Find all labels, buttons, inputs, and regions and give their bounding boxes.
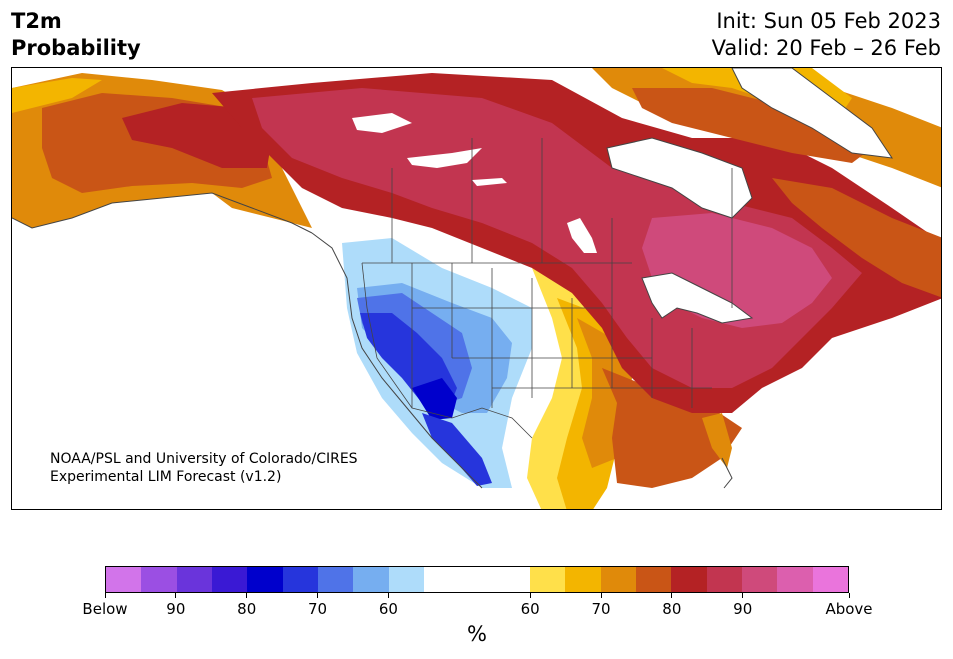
region-baja-blue (422, 413, 492, 486)
colorbar-below-segment (141, 567, 177, 592)
region-west-deepest-blue (412, 378, 457, 420)
probability-colorbar (105, 566, 849, 593)
colorbar-above-segment (777, 567, 813, 592)
colorbar-below-segment (211, 567, 248, 592)
colorbar-above-segment (706, 567, 742, 592)
colorbar-above-segment (529, 567, 566, 592)
colorbar-above-segment (812, 567, 848, 592)
colorbar-tick-mark (671, 593, 673, 598)
colorbar-below-segment (106, 567, 142, 592)
colorbar-tick-label: 70 (591, 600, 611, 618)
credit-line-institution: NOAA/PSL and University of Colorado/CIRE… (50, 451, 358, 467)
colorbar-below-segment (176, 567, 212, 592)
colorbar-tick-mark (742, 593, 744, 598)
colorbar-tick-label: 80 (662, 600, 682, 618)
map-credit: NOAA/PSL and University of Colorado/CIRE… (50, 450, 358, 486)
region-labrador-burnt (772, 178, 941, 298)
region-arctic-burnt (632, 88, 872, 163)
colorbar-tick-label: 90 (733, 600, 753, 618)
colorbar-tick-label: Below (82, 600, 128, 618)
map-panel: NOAA/PSL and University of Colorado/CIRE… (11, 67, 942, 510)
colorbar-tick-mark (104, 593, 106, 598)
probability-map (12, 68, 941, 509)
colorbar-above-segment (635, 567, 672, 592)
colorbar-tick-label: Above (825, 600, 873, 618)
init-date: Init: Sun 05 Feb 2023 (716, 9, 941, 33)
title-line-variable: T2m (11, 9, 62, 33)
colorbar-above-segment (600, 567, 636, 592)
great-bear-lake (352, 113, 412, 133)
colorbar-tick-label: 90 (166, 600, 186, 618)
colorbar-tick-label: 80 (237, 600, 257, 618)
great-slave-lake (407, 148, 482, 168)
title-line-type: Probability (11, 36, 141, 60)
forecast-dates: Init: Sun 05 Feb 2023 Valid: 20 Feb – 26… (712, 8, 941, 62)
colorbar-below-segment (282, 567, 318, 592)
colorbar-below-segment (353, 567, 389, 592)
colorbar-below-segment (247, 567, 283, 592)
colorbar-tick-mark (387, 593, 389, 598)
colorbar-tick-mark (175, 593, 177, 598)
colorbar-tick-label: 60 (378, 600, 398, 618)
lake-athabasca (472, 178, 507, 186)
baffin-white (731, 68, 894, 159)
colorbar-below-segment (317, 567, 354, 592)
colorbar-tick-mark (317, 593, 319, 598)
political-borders (361, 138, 733, 439)
colorbar-tick-label: 60 (520, 600, 540, 618)
lake-winnipeg (567, 218, 597, 253)
colorbar-below-segment (388, 567, 424, 592)
colorbar-unit: % (467, 622, 487, 646)
great-lakes (641, 272, 754, 324)
colorbar-tick-mark (848, 593, 850, 598)
colorbar-neutral-segment (423, 567, 530, 592)
colorbar-tick-mark (600, 593, 602, 598)
coastlines (12, 192, 733, 489)
colorbar-above-segment (671, 567, 707, 592)
colorbar-tick-mark (529, 593, 531, 598)
credit-line-model: Experimental LIM Forecast (v1.2) (50, 469, 282, 485)
colorbar-above-segment (741, 567, 778, 592)
region-alaska-yellow-west (12, 78, 102, 113)
colorbar-above-segment (565, 567, 601, 592)
valid-date: Valid: 20 Feb – 26 Feb (711, 36, 941, 60)
colorbar-tick-label: 70 (308, 600, 328, 618)
colorbar-tick-mark (246, 593, 248, 598)
region-florida-orange (702, 413, 732, 468)
map-title: T2m Probability (11, 8, 141, 62)
region-se-burnt (602, 368, 742, 488)
